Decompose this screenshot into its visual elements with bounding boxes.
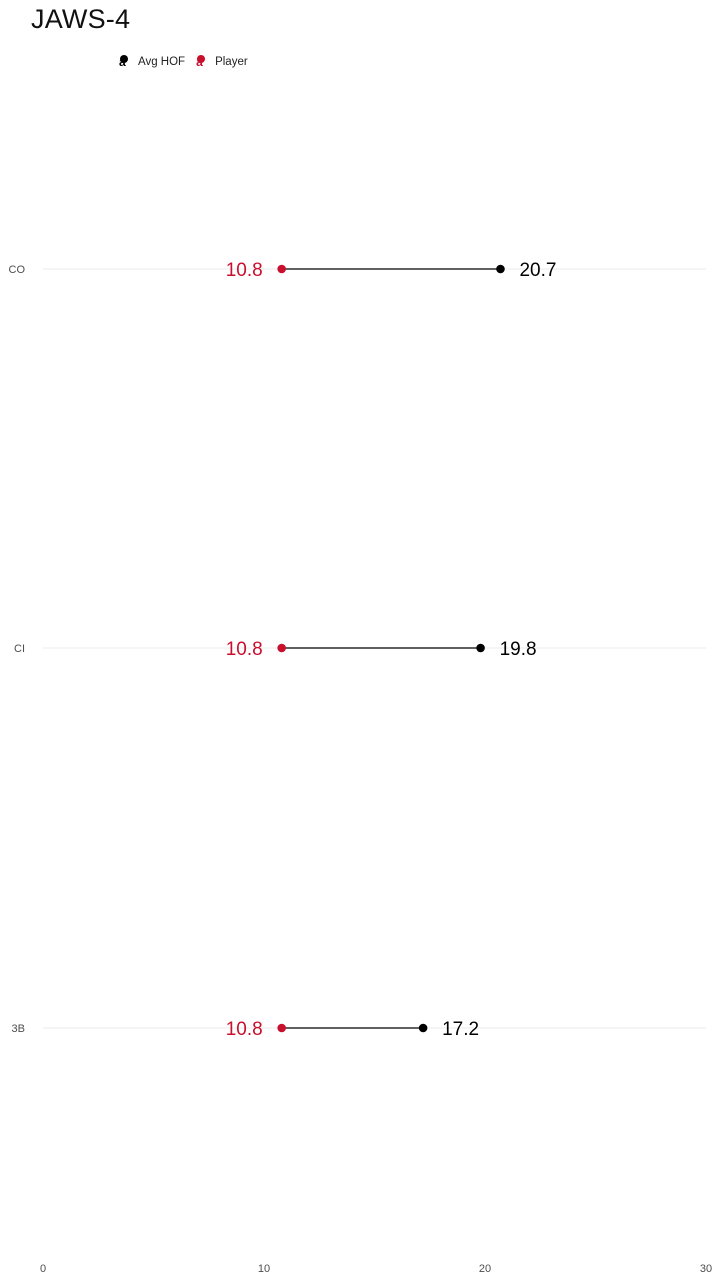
point-avg-hof-co: [496, 264, 505, 274]
point-player-3b: [277, 1023, 286, 1033]
y-tick-label-co: CO: [9, 264, 26, 276]
x-tick-label-0: 0: [40, 1263, 46, 1275]
point-avg-hof-ci: [476, 643, 485, 653]
legend: a Avg HOF a Player: [117, 54, 257, 70]
point-player-ci: [277, 643, 286, 653]
legend-glyph-player: a: [196, 55, 203, 69]
y-tick-label-ci: CI: [14, 643, 25, 655]
legend-dot-avg-hof: [120, 55, 128, 63]
legend-label-player: Player: [215, 56, 248, 68]
legend-label-avg-hof: Avg HOF: [138, 56, 186, 68]
x-tick-label-20: 20: [479, 1263, 491, 1275]
legend-dot-player: [197, 55, 206, 63]
point-avg-hof-3b: [418, 1023, 428, 1033]
legend-glyph-avg-hof: a: [119, 55, 126, 69]
legend-item-avg-hof: a Avg HOF: [117, 54, 185, 70]
legend-key-avg-hof: a: [117, 54, 131, 70]
value-label-player-3b: 10.8: [226, 1019, 263, 1040]
value-label-player-co: 10.8: [226, 260, 263, 281]
value-label-avg-hof-3b: 17.2: [442, 1019, 479, 1040]
value-label-avg-hof-co: 20.7: [519, 260, 556, 281]
x-tick-label-30: 30: [700, 1263, 712, 1275]
legend-key-player: a: [194, 54, 208, 70]
chart-title: JAWS-4: [31, 4, 131, 34]
value-label-player-ci: 10.8: [226, 639, 263, 660]
y-tick-label-3b: 3B: [12, 1023, 25, 1035]
value-label-avg-hof-ci: 19.8: [500, 639, 537, 660]
x-tick-label-10: 10: [258, 1263, 270, 1275]
legend-item-player: a Player: [194, 54, 248, 70]
point-player-co: [277, 264, 286, 274]
